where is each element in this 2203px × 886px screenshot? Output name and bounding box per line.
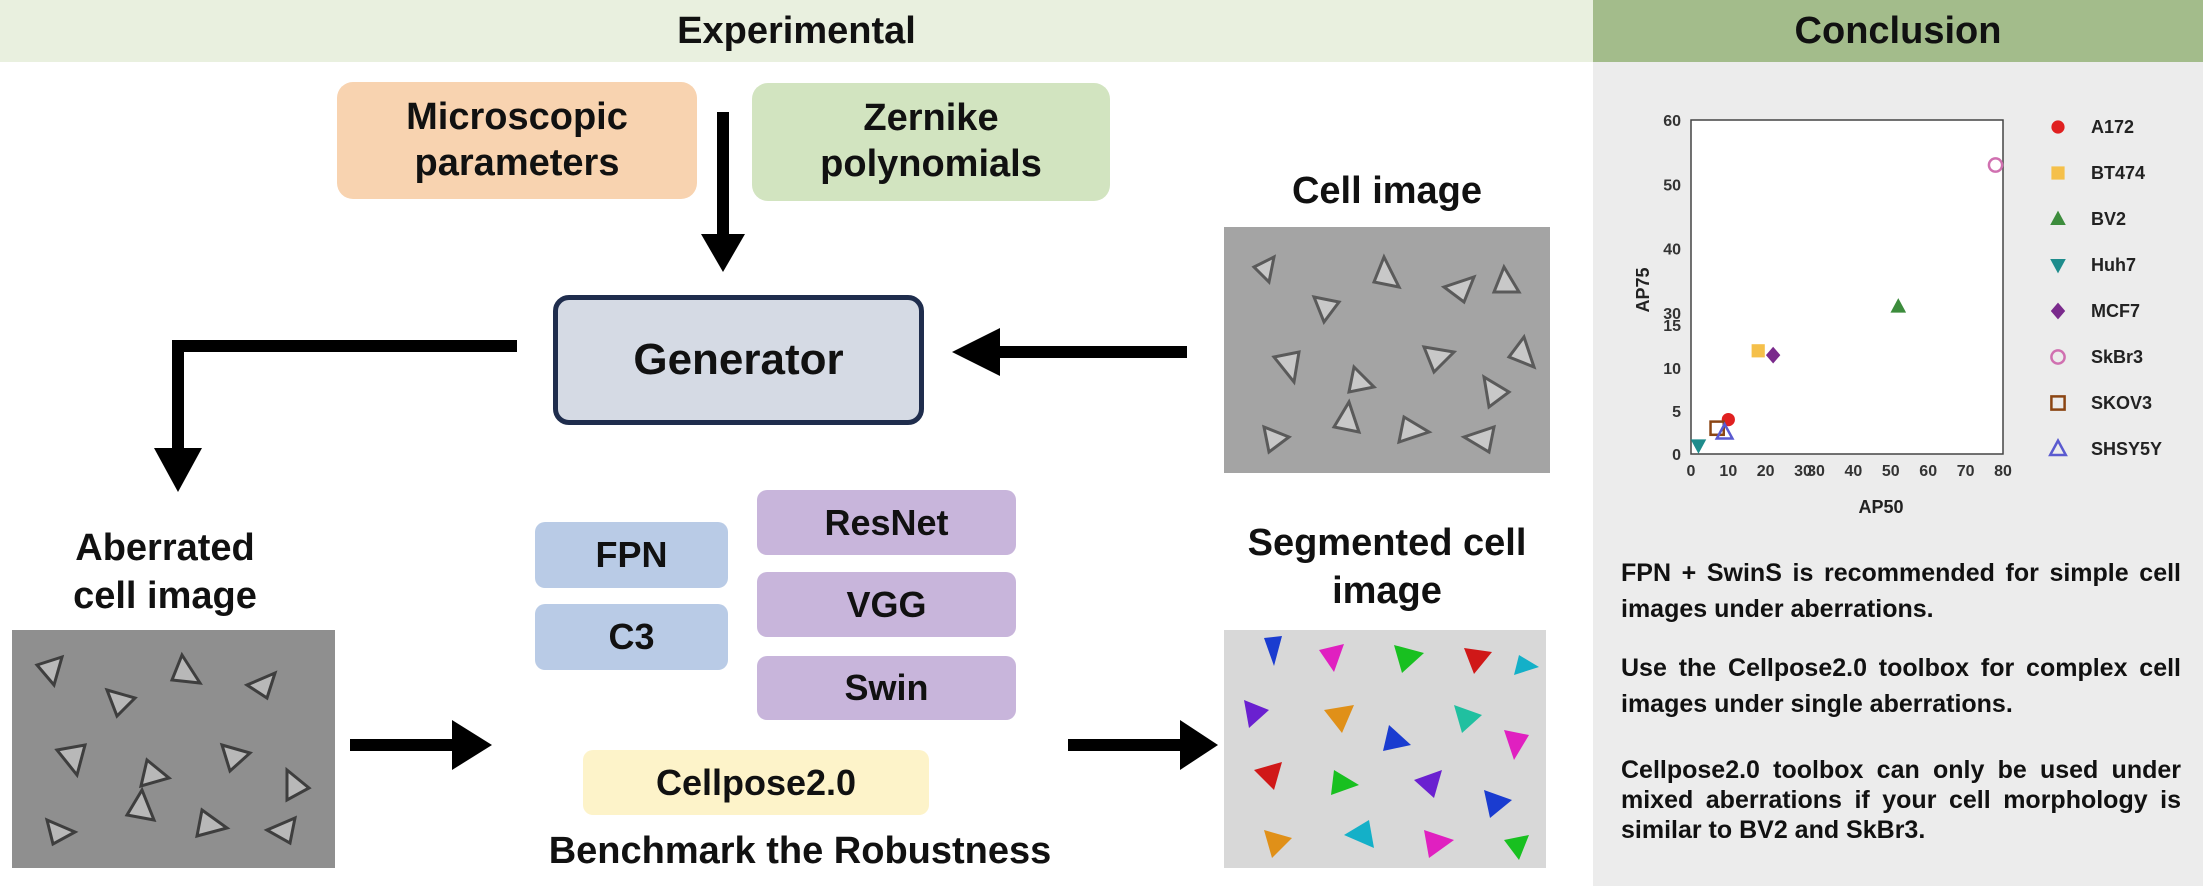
legend-label-huh7: Huh7 [2091,255,2136,275]
conclusion-header: Conclusion [1593,0,2203,62]
arrow-models-to-segmented-head [1180,720,1218,770]
x-tick-label: 0 [1687,463,1696,480]
data-point-huh7 [1690,439,1707,454]
x-axis-label: AP50 [1858,497,1903,517]
chart-axes [1690,119,2004,455]
arrow-aberrated-to-models [350,739,458,751]
generator-box: Generator [553,295,924,425]
aberrated-cell-image [12,630,335,868]
y-tick-label: 15 [1663,318,1681,335]
arrows-layer [154,112,1218,770]
cell-image [1224,227,1550,473]
data-point-shsy5y [1714,421,1735,440]
benchmark-label: Benchmark the Robustness [548,830,1052,872]
segmented-cell-image-label: Segmented cell image [1247,522,1527,612]
legend-label-skov3: SKOV3 [2091,393,2152,413]
segmented-image-texture [1224,630,1546,868]
legend-label-bt474: BT474 [2091,163,2145,183]
arrow-cell-to-generator-head [952,328,1000,376]
zernike-polynomials-label: Zernike polynomials [820,97,1042,185]
swin-box: Swin [757,656,1016,720]
microscopic-parameters-box: Microscopic parameters [337,82,697,199]
data-point-mcf7 [1765,346,1781,364]
x-tick-label: 10 [1719,463,1737,480]
y-tick-label: 40 [1663,242,1681,259]
x-tick-label: 70 [1957,463,1975,480]
legend-marker-skbr3 [2050,349,2066,365]
legend-marker-skov3 [2050,395,2066,411]
conclusion-1: FPN + SwinS is recommended for simple ce… [1621,559,2181,624]
y-tick-label: 60 [1663,113,1681,130]
legend-marker-shsy5y [2048,437,2068,457]
x-tick-label: 30 [1807,463,1825,480]
legend-label-shsy5y: SHSY5Y [2091,439,2162,459]
arrow-cell-to-generator [995,346,1187,358]
y-tick-label: 0 [1672,447,1681,464]
y-tick-label: 50 [1663,177,1681,194]
data-point-bt474 [1751,344,1765,358]
cell-image-label: Cell image [1291,170,1483,212]
legend-marker-a172 [2051,120,2065,134]
legend-label-a172: A172 [2091,117,2134,137]
arrow-generator-to-aberrated-head [154,448,202,492]
arrow-models-to-segmented [1068,739,1186,751]
y-tick-label: 30 [1663,306,1681,323]
resnet-box: ResNet [757,490,1016,555]
x-tick-label: 40 [1845,463,1863,480]
y-tick-label: 5 [1672,404,1681,421]
arrow-aberrated-to-models-head [452,720,492,770]
aberrated-cell-image-label: Aberrated cell image [73,527,257,617]
y-axis-label: AP75 [1633,267,1653,312]
experimental-header: Experimental [0,0,1593,62]
x-tick-label: 60 [1919,463,1937,480]
conclusion-2: Use the Cellpose2.0 toolbox for complex … [1621,654,2181,719]
microscopic-parameters-label: Microscopic parameters [406,95,628,184]
legend-marker-mcf7 [2050,302,2066,320]
legend-label-mcf7: MCF7 [2091,301,2140,321]
fpn-box: FPN [535,522,728,588]
data-point-bv2 [1890,298,1907,313]
x-tick-label: 30 [1794,463,1812,480]
arrow-inputs-to-generator [717,112,729,240]
arrow-inputs-to-generator-head [701,234,745,272]
segmented-cell-image [1224,630,1546,868]
chart-points [1690,157,2004,454]
x-tick-label: 20 [1757,463,1775,480]
legend-marker-huh7 [2050,259,2066,274]
chart-legend: A172 BT474 BV2 Huh7 MCF7 SkBr3 SKOV3 SHSY5Y [2048,117,2162,459]
legend-label-skbr3: SkBr3 [2091,347,2143,367]
y-tick-label: 10 [1663,361,1681,378]
zernike-polynomials-box: Zernike polynomials [752,83,1110,201]
cell-image-texture [1224,227,1550,473]
data-point-skbr3 [1987,157,2004,173]
legend-marker-bt474 [2051,166,2065,180]
legend-label-bv2: BV2 [2091,209,2126,229]
vgg-box: VGG [757,572,1016,637]
c3-box: C3 [535,604,728,670]
plot-area [1690,119,2004,455]
cellpose-box: Cellpose2.0 [583,750,929,815]
aberrated-image-texture [12,630,335,868]
x-tick-label: 50 [1882,463,1900,480]
x-tick-label: 80 [1994,463,2012,480]
legend-marker-bv2 [2050,210,2066,225]
arrow-generator-to-aberrated [172,340,517,352]
conclusion-3: Cellpose2.0 toolbox can only be used und… [1621,756,2181,844]
